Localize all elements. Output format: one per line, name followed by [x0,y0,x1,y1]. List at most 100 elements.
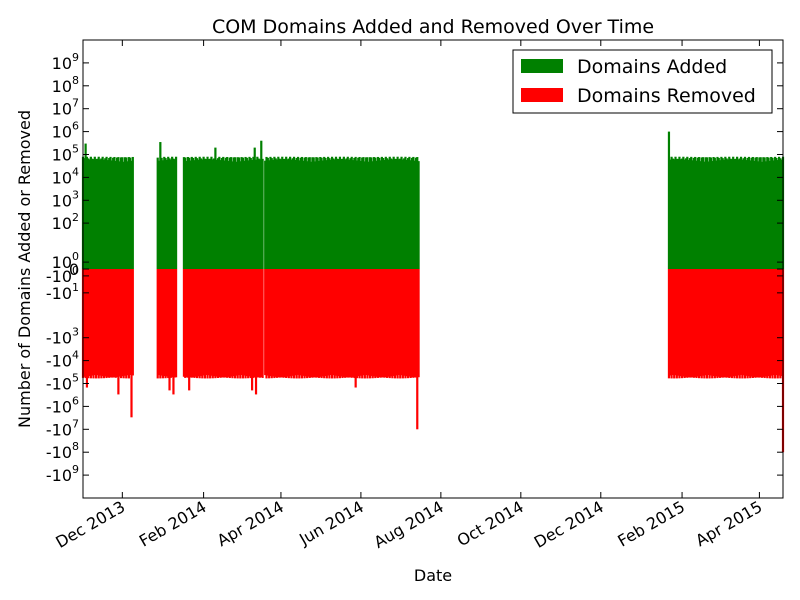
bar-removed [247,269,250,379]
bar-added [182,157,186,269]
bar-removed [767,269,770,377]
bar-added [405,159,408,269]
bar-removed [236,269,239,379]
bar-removed [198,269,201,379]
bar-added [282,158,285,269]
bar-added [266,157,269,269]
bar-removed [754,269,757,378]
bar-removed [285,269,288,378]
bar-removed [161,269,165,379]
bar-removed [83,269,86,377]
y-tick-label: 100 [52,250,79,272]
bar-removed [406,269,410,379]
bar-removed [366,269,369,379]
bar-added [114,160,117,269]
bar-added [299,157,302,269]
bar-added [233,157,237,269]
bar-added [336,158,339,269]
bar-added [338,156,342,269]
bar-added [278,158,281,269]
bar-removed [703,269,706,379]
bar-added [294,159,297,269]
bar-added [173,159,176,269]
bar-removed [382,269,385,378]
bar-added [712,157,715,269]
bar-removed [342,269,345,377]
bar-removed [770,269,773,376]
bar-added [269,156,272,269]
bar-added [699,161,702,269]
bar-removed [248,269,251,377]
y-tick-label: -109 [46,463,79,485]
bar-added [209,158,212,269]
bar-removed [329,269,332,376]
bar-removed [333,269,336,379]
bar-added [670,156,673,269]
bar-removed [192,269,195,378]
bar-removed [718,269,722,378]
bar-removed [675,269,678,379]
bar-removed [93,269,96,376]
bar-removed [774,269,777,379]
bar-added [686,156,689,269]
bar-removed [397,269,401,375]
y-tick-label: -106 [46,394,79,416]
bar-added [325,160,328,269]
bar-added [684,158,688,269]
bar-added [337,159,340,269]
bar-added [222,156,225,269]
bar-added [365,157,368,269]
bar-removed [160,269,163,376]
bar-added [168,158,171,269]
bar-removed [281,269,284,378]
bar-removed [408,269,411,377]
bar-removed [230,269,233,377]
bar-removed [759,269,762,378]
bar-added [777,156,781,269]
bar-removed [216,269,220,379]
bar-removed [189,269,192,378]
bar-added [743,156,747,269]
bar-added [186,156,189,269]
bar-added [320,157,323,269]
bar-added [388,156,391,269]
bar-added [254,159,258,269]
bar-removed [403,269,406,376]
bar-added [751,156,754,269]
bar-added [679,159,682,269]
bar-added [121,157,124,269]
bar-added [403,158,406,269]
bar-removed [245,269,248,377]
bar-added [311,157,314,269]
bar-added [214,147,217,269]
bar-added [349,158,352,269]
bar-added [742,158,745,269]
bar-removed [88,269,91,377]
bar-added [725,158,728,269]
bar-removed [372,269,376,377]
bar-added [358,156,361,269]
bar-removed [729,269,732,377]
bar-removed [404,269,407,379]
bar-added [678,156,681,269]
bar-removed [734,269,737,376]
bar-added [417,161,420,269]
bar-added [386,158,389,269]
bar-removed [273,269,276,379]
bar-added [292,156,296,269]
bar-added [387,159,390,269]
bar-added [371,161,374,269]
bar-removed [370,269,373,376]
bar-removed [159,269,162,379]
bar-added [131,156,134,269]
bar-added [226,156,229,269]
bar-added [746,157,749,269]
bar-removed [241,269,245,379]
bar-removed [749,269,752,379]
bar-removed [340,269,343,377]
bar-removed [287,269,290,379]
bar-removed [109,269,112,378]
bar-removed [114,269,117,378]
bar-added [722,159,726,269]
